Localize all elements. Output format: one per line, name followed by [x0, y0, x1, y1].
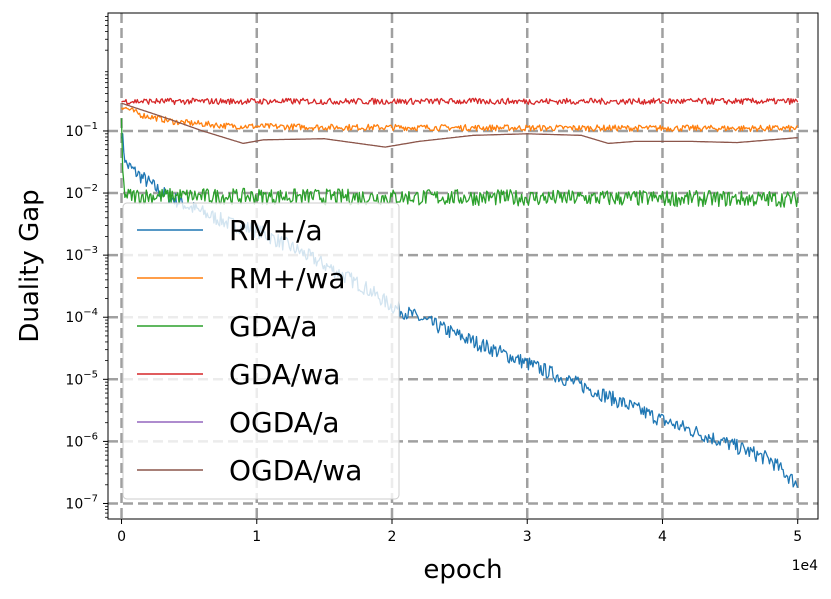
legend-label: GDA/a	[229, 310, 318, 343]
y-tick-exponent: −4	[83, 307, 98, 318]
series-line	[121, 102, 798, 148]
y-tick-base: 10	[65, 124, 83, 140]
y-tick-label: 10−5	[65, 369, 98, 388]
series-line	[121, 97, 799, 106]
y-tick-exponent: −7	[83, 493, 98, 504]
y-tick-exponent: −1	[83, 121, 98, 132]
y-tick-exponent: −6	[83, 431, 98, 442]
series-line	[120, 118, 799, 208]
x-tick-label: 1	[252, 529, 261, 545]
x-tick-label: 0	[117, 529, 126, 545]
y-tick-label: 10−7	[65, 493, 98, 512]
y-tick-label: 10−4	[65, 307, 98, 326]
y-tick-base: 10	[65, 434, 83, 450]
x-tick-label: 5	[793, 529, 802, 545]
legend-label: RM+/wa	[229, 262, 346, 295]
y-tick-exponent: −3	[83, 245, 98, 256]
y-tick-base: 10	[65, 248, 83, 264]
y-tick-base: 10	[65, 186, 83, 202]
y-tick-label: 10−2	[65, 183, 98, 202]
y-tick-exponent: −5	[83, 369, 98, 380]
legend-label: OGDA/wa	[229, 454, 362, 487]
y-tick-exponent: −2	[83, 183, 98, 194]
series-line	[120, 106, 799, 133]
x-tick-label: 3	[523, 529, 532, 545]
axis-ticks: 0 1 2 3 4 510−110−210−310−410−510−610−7	[65, 16, 802, 545]
x-axis-multiplier: 1e4	[792, 558, 819, 574]
x-tick-label: 2	[388, 529, 397, 545]
legend-label: RM+/a	[229, 214, 323, 247]
legend-label: GDA/wa	[229, 358, 340, 391]
y-tick-base: 10	[65, 372, 83, 388]
legend-label: OGDA/a	[229, 406, 340, 439]
y-tick-label: 10−1	[65, 121, 98, 140]
y-tick-base: 10	[65, 496, 83, 512]
x-axis-label: epoch	[423, 555, 502, 585]
legend-frame	[122, 202, 400, 500]
y-tick-label: 10−6	[65, 431, 98, 450]
y-axis-label: Duality Gap	[15, 189, 45, 342]
legend: RM+/a RM+/wa GDA/a GDA/wa OGDA/a OGDA/wa	[122, 202, 400, 500]
y-tick-base: 10	[65, 310, 83, 326]
y-tick-label: 10−3	[65, 245, 98, 264]
grid	[108, 13, 818, 519]
data-series	[120, 97, 799, 488]
x-tick-label: 4	[658, 529, 667, 545]
plot-area-frame	[107, 12, 819, 520]
